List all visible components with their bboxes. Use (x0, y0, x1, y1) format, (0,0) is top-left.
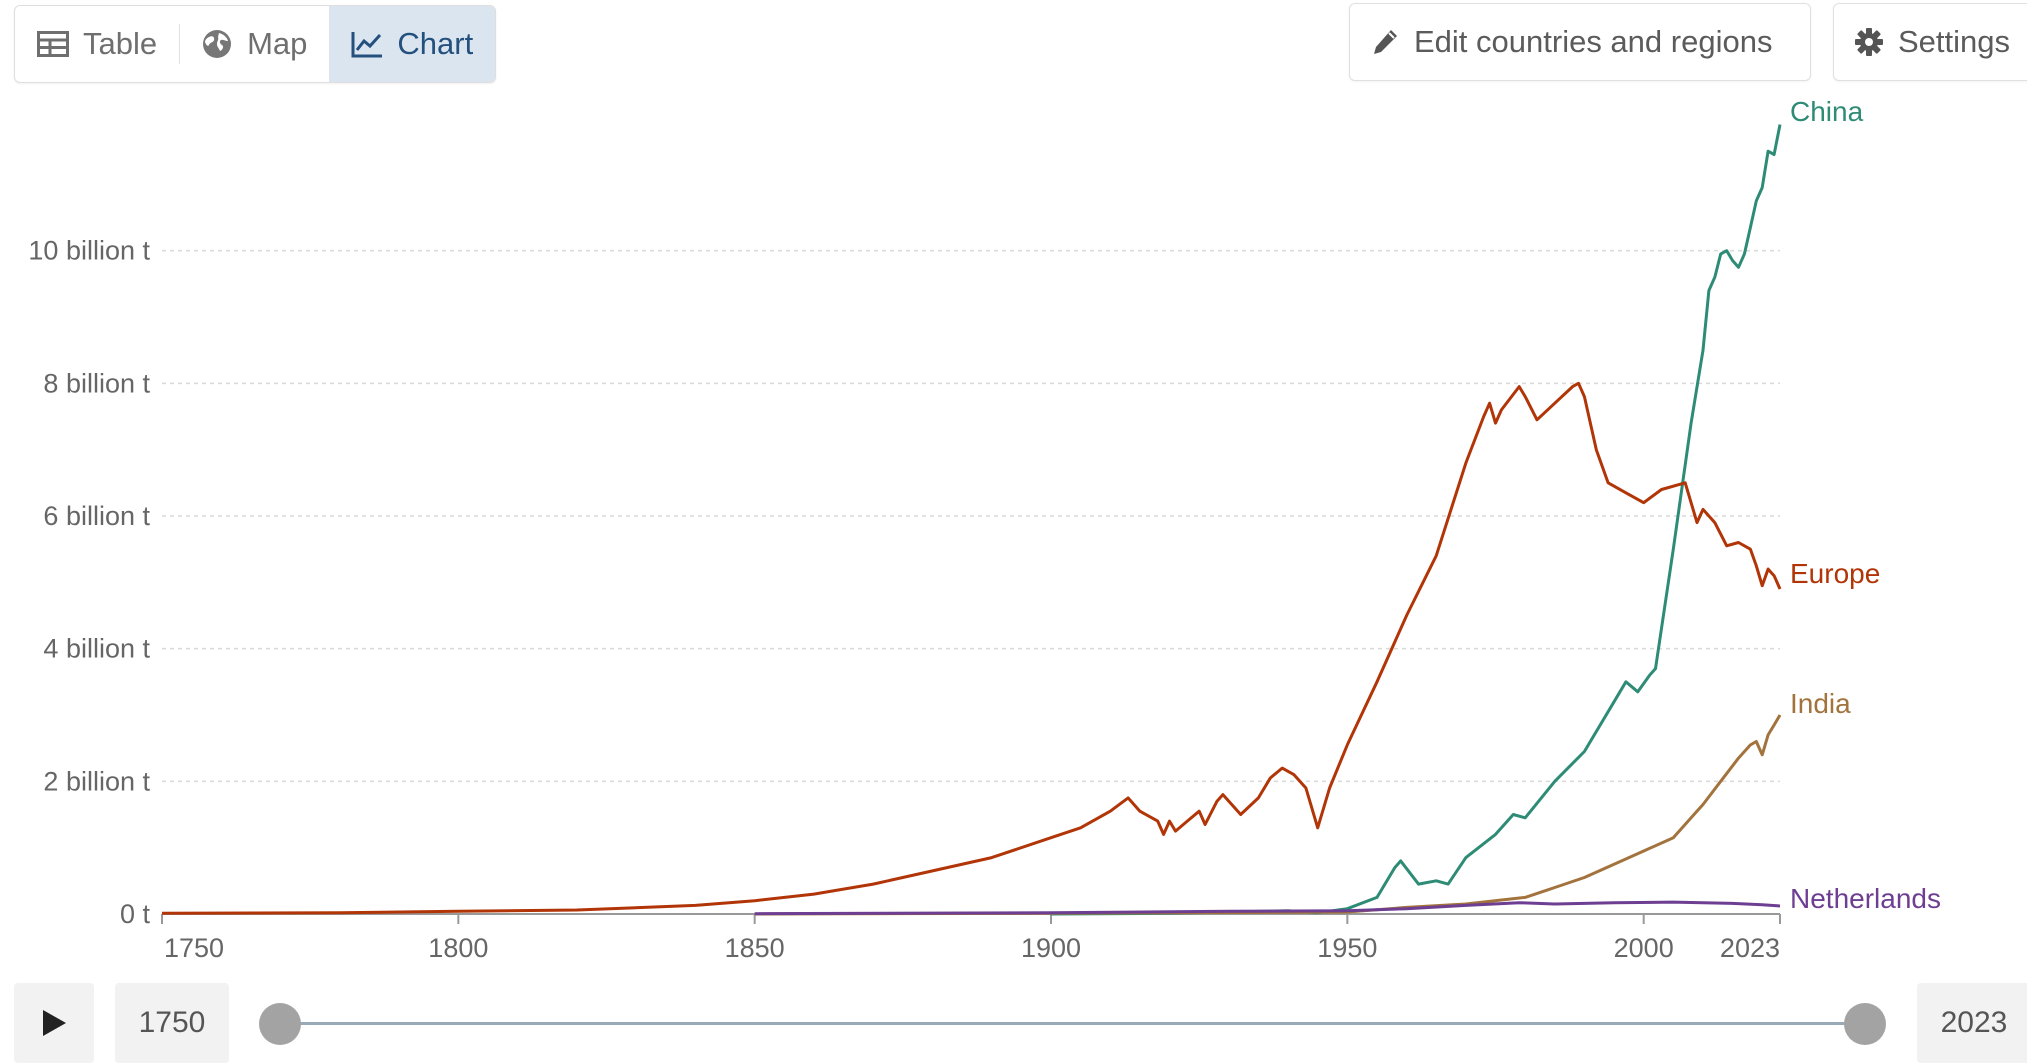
line-chart-icon (351, 32, 383, 58)
x-tick-label: 1900 (1021, 933, 1081, 963)
grid-lines (162, 249, 1780, 783)
globe-icon (203, 30, 232, 58)
series-label-netherlands: Netherlands (1790, 883, 1941, 914)
series-line-india (754, 714, 1782, 916)
edit-countries-button[interactable]: Edit countries and regions (1349, 3, 1811, 81)
y-tick-label: 10 billion t (28, 236, 150, 266)
y-tick-label: 6 billion t (43, 501, 150, 531)
settings-label: Settings (1898, 24, 2011, 59)
x-tick-label: 2000 (1614, 933, 1674, 963)
series-line-china (1050, 124, 1782, 916)
series-lines (161, 124, 1782, 916)
x-tick-label: 1750 (164, 933, 224, 963)
series-label-china: China (1790, 96, 1864, 127)
tab-map-label: Map (247, 26, 308, 61)
tab-table[interactable]: Table (15, 6, 179, 82)
edit-countries-label: Edit countries and regions (1414, 24, 1773, 59)
series-label-india: India (1790, 688, 1851, 719)
start-year-box[interactable]: 1750 (115, 983, 229, 1063)
series-labels: China Europe India Netherlands (1790, 96, 1941, 914)
tab-chart[interactable]: Chart (329, 6, 496, 82)
tab-table-label: Table (83, 26, 158, 61)
settings-button[interactable]: Settings (1833, 3, 2027, 81)
x-tick-label: 1850 (725, 933, 785, 963)
timeline-slider-track[interactable] (280, 1022, 1865, 1025)
series-line-netherlands (754, 900, 1781, 916)
gear-icon (1855, 28, 1883, 56)
x-axis: 1750 1800 1850 1900 1950 2000 2023 (161, 913, 1781, 963)
table-icon (37, 31, 69, 57)
x-tick-label: 1800 (428, 933, 488, 963)
y-tick-label: 2 billion t (43, 766, 150, 796)
timeline-start-handle[interactable] (259, 1003, 301, 1045)
play-icon (43, 1010, 66, 1036)
end-year-box[interactable]: 2023 (1917, 983, 2027, 1063)
tab-map[interactable]: Map (179, 6, 329, 82)
x-tick-label: 2023 (1720, 933, 1780, 963)
play-button[interactable] (14, 983, 94, 1063)
series-line-europe (161, 381, 1782, 915)
y-tick-label: 8 billion t (43, 368, 150, 398)
y-tick-label: 4 billion t (43, 634, 150, 664)
y-axis: 0 t 2 billion t 4 billion t 6 billion t 8 bi… (28, 236, 150, 929)
series-label-europe: Europe (1790, 558, 1880, 589)
pencil-icon (1374, 30, 1397, 54)
x-tick-label: 1950 (1317, 933, 1377, 963)
view-tabs: Table Map Chart (14, 5, 497, 83)
y-tick-label: 0 t (120, 899, 151, 929)
timeline-end-handle[interactable] (1844, 1003, 1886, 1045)
tab-chart-label: Chart (397, 26, 474, 61)
line-chart: 0 t 2 billion t 4 billion t 6 billion t 8 bi… (28, 96, 1941, 963)
